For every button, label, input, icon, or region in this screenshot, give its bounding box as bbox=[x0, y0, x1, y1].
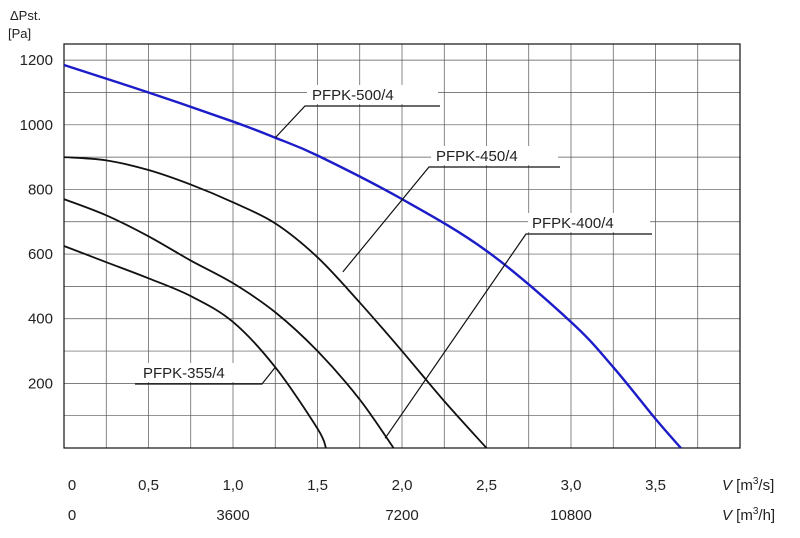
x2-tick-label: 7200 bbox=[385, 507, 418, 524]
x-tick-label: 1,0 bbox=[223, 477, 244, 494]
x-tick-label: 2,5 bbox=[476, 477, 497, 494]
y-tick-label: 800 bbox=[28, 181, 53, 198]
y-tick-label: 1000 bbox=[20, 117, 53, 134]
label-leaders bbox=[135, 105, 652, 439]
y-tick-label: 400 bbox=[28, 311, 53, 328]
leader-line bbox=[342, 166, 560, 273]
leader-line bbox=[274, 105, 440, 139]
x-tick-label: 0,5 bbox=[138, 477, 159, 494]
curves bbox=[63, 63, 682, 449]
series-line-pfpk-355-4 bbox=[63, 245, 327, 449]
x-tick-label: 3,0 bbox=[561, 477, 582, 494]
series-label: PFPK-500/4 bbox=[312, 87, 394, 104]
label-background bbox=[431, 146, 558, 165]
x-tick-label: 3,5 bbox=[645, 477, 666, 494]
y-axis-label: ΔPst. bbox=[10, 8, 41, 23]
x2-tick-label: 10800 bbox=[550, 507, 592, 524]
leader-line bbox=[135, 366, 276, 385]
x-tick-label: 0 bbox=[68, 477, 76, 494]
label-background bbox=[137, 363, 260, 382]
x2-axis-label: V [m3/h] bbox=[722, 506, 775, 524]
series-labels: PFPK-500/4 PFPK-450/4 PFPK-400/4 PFPK-355/4 bbox=[137, 85, 650, 382]
series-label: PFPK-450/4 bbox=[436, 148, 518, 165]
label-background bbox=[307, 85, 438, 104]
x-tick-label: 1,5 bbox=[307, 477, 328, 494]
x-axis-label: V [m3/s] bbox=[722, 476, 774, 494]
leader-line bbox=[384, 233, 652, 439]
x2-tick-label: 3600 bbox=[216, 507, 249, 524]
y-axis-unit: [Pa] bbox=[8, 26, 31, 41]
series-label: PFPK-355/4 bbox=[143, 365, 225, 382]
series-label: PFPK-400/4 bbox=[532, 215, 614, 232]
y-tick-labels: 200 400 600 800 1000 1200 bbox=[20, 52, 53, 392]
series-line-pfpk-450-4 bbox=[63, 156, 488, 449]
x2-tick-labels: 0 3600 7200 10800 bbox=[68, 507, 592, 524]
y-tick-label: 200 bbox=[28, 375, 53, 392]
series-line-pfpk-400-4 bbox=[63, 198, 395, 449]
label-background bbox=[528, 213, 650, 232]
y-tick-label: 600 bbox=[28, 246, 53, 263]
x2-tick-label: 0 bbox=[68, 507, 76, 524]
y-tick-label: 1200 bbox=[20, 52, 53, 69]
x-tick-label: 2,0 bbox=[392, 477, 413, 494]
series-line-pfpk-500-4 bbox=[63, 63, 682, 449]
x-tick-labels: 0 0,5 1,0 1,5 2,0 2,5 3,0 3,5 bbox=[68, 477, 666, 494]
